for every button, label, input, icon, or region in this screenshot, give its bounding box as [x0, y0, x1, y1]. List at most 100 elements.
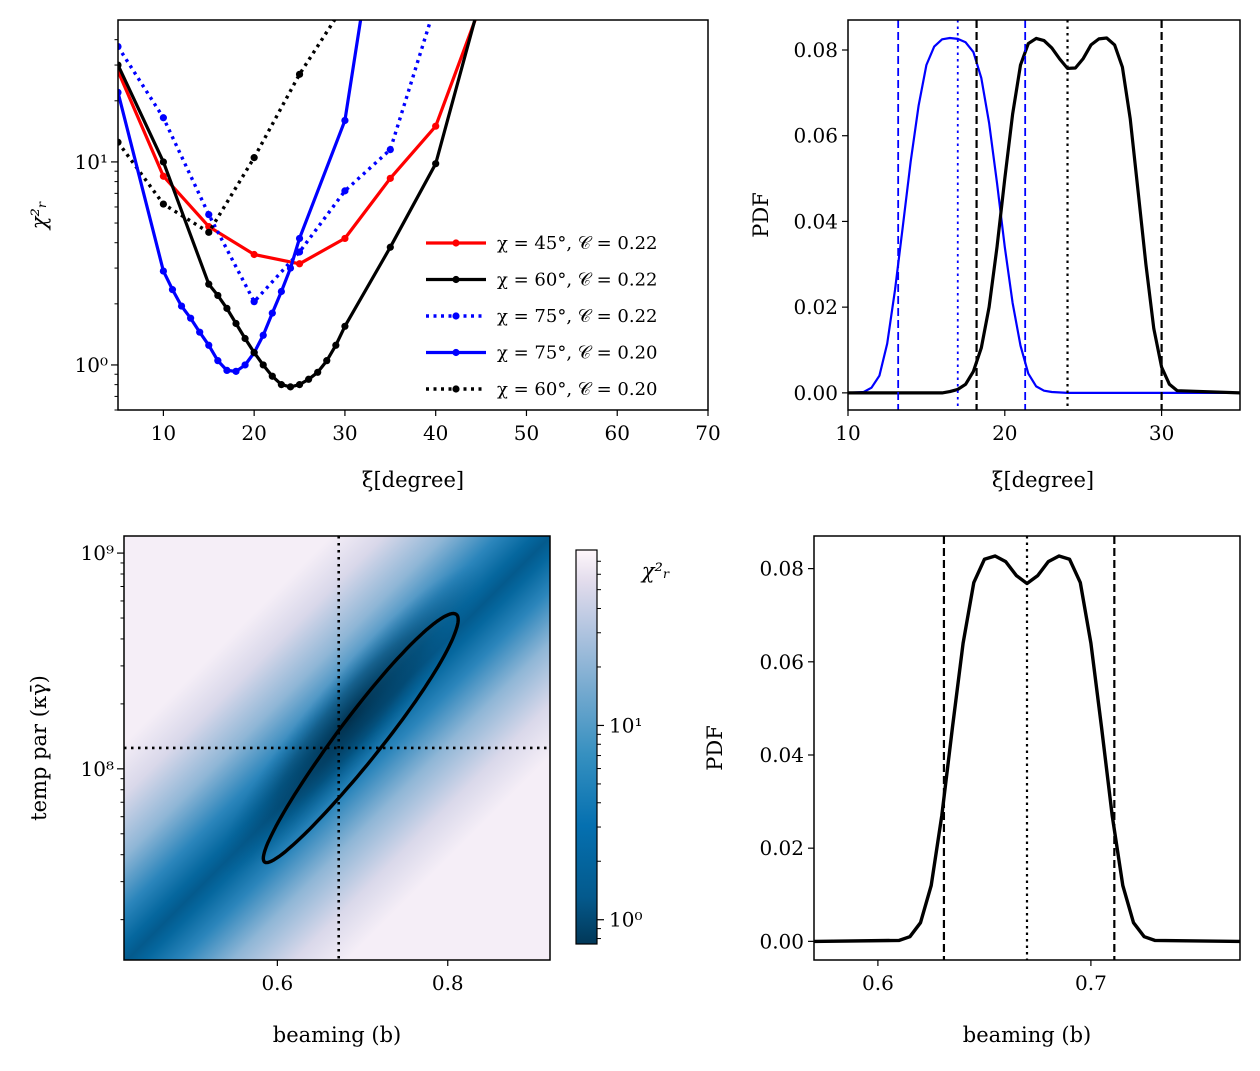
series-point: [295, 248, 304, 256]
series-point: [295, 234, 304, 243]
series-point: [205, 211, 213, 219]
y-tick-label: 0.04: [759, 743, 804, 767]
series-point: [305, 375, 313, 383]
x-tick-label: 0.7: [1075, 971, 1107, 995]
x-tick-label: 0.8: [432, 971, 464, 995]
series-point: [477, 0, 484, 7]
series-point: [259, 331, 267, 339]
x-tick-label: 40: [423, 421, 448, 445]
series-point: [205, 228, 213, 236]
legend-label: χ = 60°, 𝒞 = 0.22: [497, 270, 658, 291]
series-point: [341, 0, 348, 7]
colorbar: 10⁰ 10¹ χ²ᵣ: [575, 549, 670, 945]
x-tick-label: 20: [992, 421, 1017, 445]
series-point: [386, 243, 394, 251]
plot-background: [118, 20, 708, 410]
series-point: [332, 341, 340, 349]
legend-marker: [452, 348, 460, 357]
series-point: [118, 138, 122, 146]
series-point: [196, 328, 204, 336]
y-axis-label: PDF: [703, 725, 727, 771]
colorbar-frame: [575, 549, 598, 945]
legend: χ = 45°, 𝒞 = 0.22 χ = 60°, 𝒞 = 0.22 χ = 75…: [426, 233, 658, 400]
series-point: [250, 349, 258, 357]
series-point: [205, 280, 213, 288]
axes-frame: [847, 19, 1241, 411]
series-point: [432, 0, 439, 7]
series-point: [118, 61, 122, 69]
series-point: [159, 172, 167, 180]
axes-frame: [123, 535, 551, 961]
series-point: [277, 381, 285, 389]
x-tick-label: 50: [514, 421, 539, 445]
series-point: [250, 250, 258, 259]
series-point: [386, 174, 394, 182]
series-point: [205, 341, 213, 349]
series-point: [177, 302, 186, 310]
x-tick-label: 30: [332, 421, 357, 445]
axes-frame: [813, 535, 1241, 961]
y-axis-label: χ²ᵣ: [27, 201, 51, 231]
series-point: [159, 267, 167, 275]
legend-marker: [452, 275, 460, 284]
y-axis-label: PDF: [749, 192, 773, 238]
series-point: [187, 314, 195, 322]
x-tick-label: 10: [151, 421, 176, 445]
y-tick-label: 10⁹: [81, 541, 114, 565]
legend-label: χ = 45°, 𝒞 = 0.22: [497, 233, 658, 254]
x-axis-label: ξ[degree]: [362, 468, 464, 492]
pdf-curve: [848, 36, 1240, 394]
series-point: [118, 88, 122, 96]
plot-background: [848, 20, 1240, 410]
x-tick-label: 30: [1149, 421, 1174, 445]
series-point: [223, 304, 231, 312]
y-tick-label: 0.00: [793, 381, 838, 405]
colorbar-tick-label: 10⁰: [609, 908, 642, 932]
series-point: [323, 357, 331, 365]
axes-frame: [117, 19, 709, 411]
legend-marker: [452, 385, 460, 393]
series-point: [341, 234, 349, 243]
x-tick-label: 70: [695, 421, 720, 445]
chi2-vs-xi-panel: 10 20 30 40 50 60 70 10⁰ 10¹ ξ[degree] χ²ᵣ χ = 4…: [27, 0, 721, 492]
series-point: [250, 154, 258, 162]
x-tick-label: 0.6: [261, 971, 293, 995]
series-point: [277, 287, 285, 296]
series-point: [259, 361, 267, 369]
y-tick-label: 10¹: [75, 150, 108, 174]
series-point: [286, 383, 295, 391]
x-axis-label: beaming (b): [963, 1023, 1092, 1047]
series-point: [295, 70, 304, 78]
y-axis-label: temp par (κγ̄): [27, 675, 51, 821]
series-line: [118, 20, 433, 304]
x-axis-label: beaming (b): [273, 1023, 402, 1047]
series-point: [159, 158, 167, 166]
series-point: [341, 322, 349, 330]
y-tick-label: 0.04: [793, 209, 838, 233]
plot-background: [814, 536, 1240, 960]
x-tick-label: 10: [835, 421, 860, 445]
y-tick-label: 0.00: [759, 929, 804, 953]
colorbar-tick-label: 10¹: [609, 713, 642, 737]
y-tick-label: 0.08: [759, 557, 804, 581]
y-tick-label: 0.06: [759, 650, 804, 674]
pdf-vs-beaming-panel: 0.6 0.7 0.00 0.02 0.04 0.06 0.08 beaming (b) P…: [703, 535, 1241, 1047]
y-tick-label: 10⁸: [81, 757, 114, 781]
series-point: [268, 372, 276, 380]
series-point: [286, 264, 295, 272]
y-tick-label: 0.06: [793, 124, 838, 148]
series-point: [159, 200, 167, 208]
series-point: [205, 223, 213, 231]
series-point: [159, 114, 167, 122]
colorbar-label: χ²ᵣ: [640, 559, 670, 583]
series-point: [314, 368, 322, 376]
legend-marker: [452, 312, 460, 320]
y-tick-label: 0.02: [759, 836, 804, 860]
y-tick-label: 0.08: [793, 38, 838, 62]
series-point: [386, 145, 394, 154]
legend-marker: [452, 239, 460, 247]
series-point: [223, 366, 231, 375]
series-point: [241, 361, 249, 369]
legend-label: χ = 60°, 𝒞 = 0.20: [497, 379, 658, 400]
